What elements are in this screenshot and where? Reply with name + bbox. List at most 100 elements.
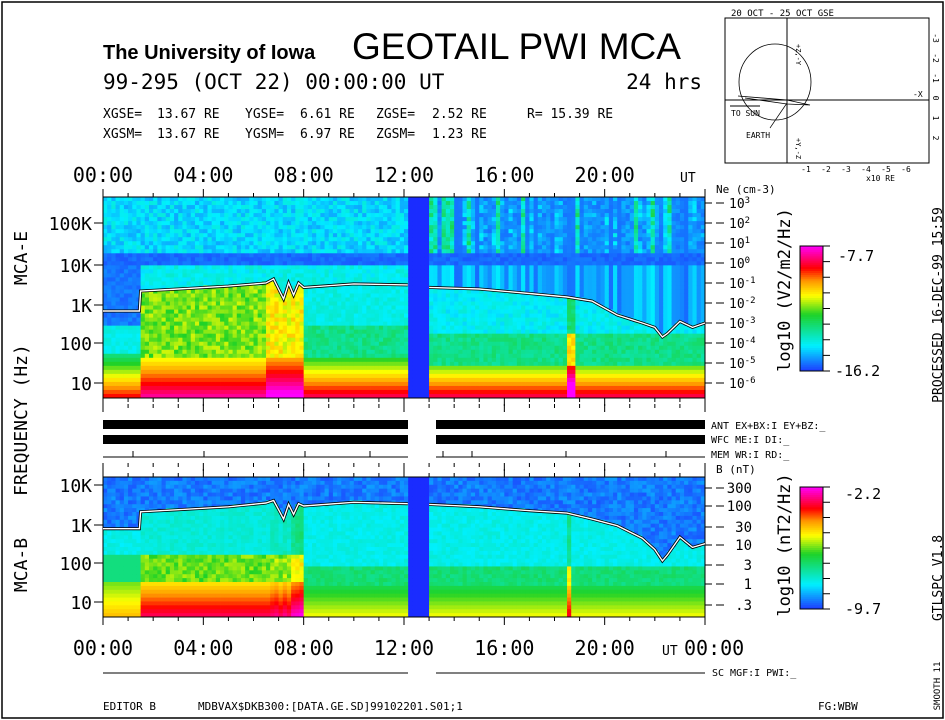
spectrogram-cell bbox=[232, 269, 238, 274]
spectrogram-cell bbox=[303, 225, 309, 230]
spectrogram-cell bbox=[169, 305, 175, 310]
spectrogram-cell bbox=[249, 205, 254, 210]
spectrogram-cell bbox=[123, 357, 129, 363]
spectrogram-cell bbox=[387, 369, 392, 375]
spectrogram-cell bbox=[165, 205, 171, 210]
spectrogram-cell bbox=[224, 321, 229, 327]
spectrogram-cell bbox=[115, 317, 121, 323]
spectrogram-cell bbox=[487, 253, 493, 258]
spectrogram-cell bbox=[190, 217, 196, 222]
spectrogram-cell bbox=[332, 381, 338, 387]
spectrogram-cell bbox=[395, 245, 401, 250]
spectrogram-cell bbox=[228, 349, 233, 355]
spectrogram-cell bbox=[495, 325, 501, 331]
spectrogram-cell bbox=[103, 221, 108, 226]
spectrogram-cell bbox=[370, 361, 376, 367]
spectrogram-cell bbox=[337, 265, 342, 270]
spectrogram-cell bbox=[332, 277, 338, 282]
spectrogram-cell bbox=[211, 217, 217, 222]
spectrogram-cell bbox=[312, 349, 317, 355]
spectrogram-cell bbox=[215, 369, 221, 375]
spectrogram-cell bbox=[307, 197, 313, 202]
spectrogram-cell bbox=[132, 301, 137, 306]
spectrogram-cell bbox=[266, 345, 271, 351]
spectrogram-cell bbox=[366, 333, 371, 339]
spectrogram-cell bbox=[111, 349, 116, 355]
spectrogram-cell bbox=[291, 269, 296, 274]
spectrogram-cell bbox=[374, 253, 380, 258]
spectrogram-cell bbox=[454, 301, 459, 306]
spectrogram-cell bbox=[274, 385, 279, 391]
spectrogram-cell bbox=[207, 333, 213, 339]
spectrogram-cell bbox=[128, 377, 133, 383]
spectrogram-cell bbox=[349, 321, 355, 327]
spectrogram-cell bbox=[458, 241, 463, 246]
spectrogram-cell bbox=[261, 209, 267, 214]
spectrogram-cell bbox=[374, 309, 380, 314]
spectrogram-cell bbox=[186, 317, 192, 323]
spectrogram-cell bbox=[362, 205, 367, 210]
spectrogram-cell bbox=[278, 265, 284, 270]
spectrogram-cell bbox=[420, 305, 426, 310]
spectrogram-cell bbox=[491, 205, 497, 210]
spectrogram-cell bbox=[107, 357, 112, 363]
spectrogram-cell bbox=[458, 281, 463, 286]
spectrogram-cell bbox=[479, 329, 484, 335]
spectrogram-cell bbox=[320, 325, 325, 331]
spectrogram-cell bbox=[316, 217, 321, 222]
spectrogram-cell bbox=[245, 273, 250, 278]
spectrogram-cell bbox=[224, 229, 229, 234]
spectrogram-cell bbox=[266, 261, 271, 266]
spectrogram-cell bbox=[320, 345, 325, 351]
spectrogram-cell bbox=[495, 365, 501, 371]
spectrogram-cell bbox=[437, 281, 443, 286]
spectrogram-cell bbox=[236, 309, 242, 314]
spectrogram-cell bbox=[378, 365, 384, 371]
spectrogram-cell bbox=[341, 297, 346, 302]
spectrogram-cell bbox=[178, 333, 183, 339]
spectrogram-cell bbox=[169, 349, 175, 355]
spectrogram-cell bbox=[178, 245, 183, 250]
spectrogram-cell bbox=[232, 245, 238, 250]
spectrogram-cell bbox=[148, 349, 154, 355]
spectrogram-cell bbox=[399, 321, 405, 327]
spectrogram-cell bbox=[203, 361, 208, 367]
spectrogram-cell bbox=[128, 229, 133, 234]
spectrogram-cell bbox=[370, 333, 376, 339]
spectrogram-cell bbox=[111, 281, 116, 286]
spectrogram-cell bbox=[412, 249, 417, 254]
spectrogram-cell bbox=[295, 205, 300, 210]
spectrogram-cell bbox=[487, 301, 493, 306]
spectrogram-cell bbox=[374, 209, 380, 214]
spectrogram-cell bbox=[103, 265, 108, 270]
spectrogram-cell bbox=[391, 313, 397, 318]
spectrogram-cell bbox=[412, 325, 417, 331]
spectrogram-cell bbox=[307, 317, 313, 323]
spectrogram-cell bbox=[416, 265, 422, 270]
spectrogram-cell bbox=[128, 357, 133, 363]
spectrogram-cell bbox=[466, 277, 472, 282]
spectrogram-cell bbox=[395, 357, 401, 363]
spectrogram-cell bbox=[462, 389, 468, 395]
spectrogram-cell bbox=[186, 329, 192, 335]
spectrogram-cell bbox=[378, 201, 384, 206]
spectrogram-cell bbox=[115, 221, 121, 226]
spectrogram-cell bbox=[161, 349, 167, 355]
spectrogram-cell bbox=[286, 313, 292, 318]
spectrogram-cell bbox=[399, 277, 405, 282]
spectrogram-cell bbox=[358, 213, 363, 218]
spectrogram-cell bbox=[286, 229, 292, 234]
spectrogram-cell bbox=[378, 217, 384, 222]
spectrogram-cell bbox=[240, 337, 246, 343]
spectrogram-cell bbox=[220, 197, 225, 202]
spectrogram-cell bbox=[240, 301, 246, 306]
spectrogram-cell bbox=[240, 373, 246, 379]
spectrogram-cell bbox=[203, 313, 208, 318]
spectrogram-cell bbox=[128, 329, 133, 335]
spectrogram-cell bbox=[475, 225, 480, 230]
spectrogram-cell bbox=[328, 205, 334, 210]
spectrogram-cell bbox=[487, 365, 493, 371]
spectrogram-cell bbox=[295, 345, 300, 351]
spectrogram-cell bbox=[332, 289, 338, 294]
spectrogram-cell bbox=[220, 233, 225, 238]
